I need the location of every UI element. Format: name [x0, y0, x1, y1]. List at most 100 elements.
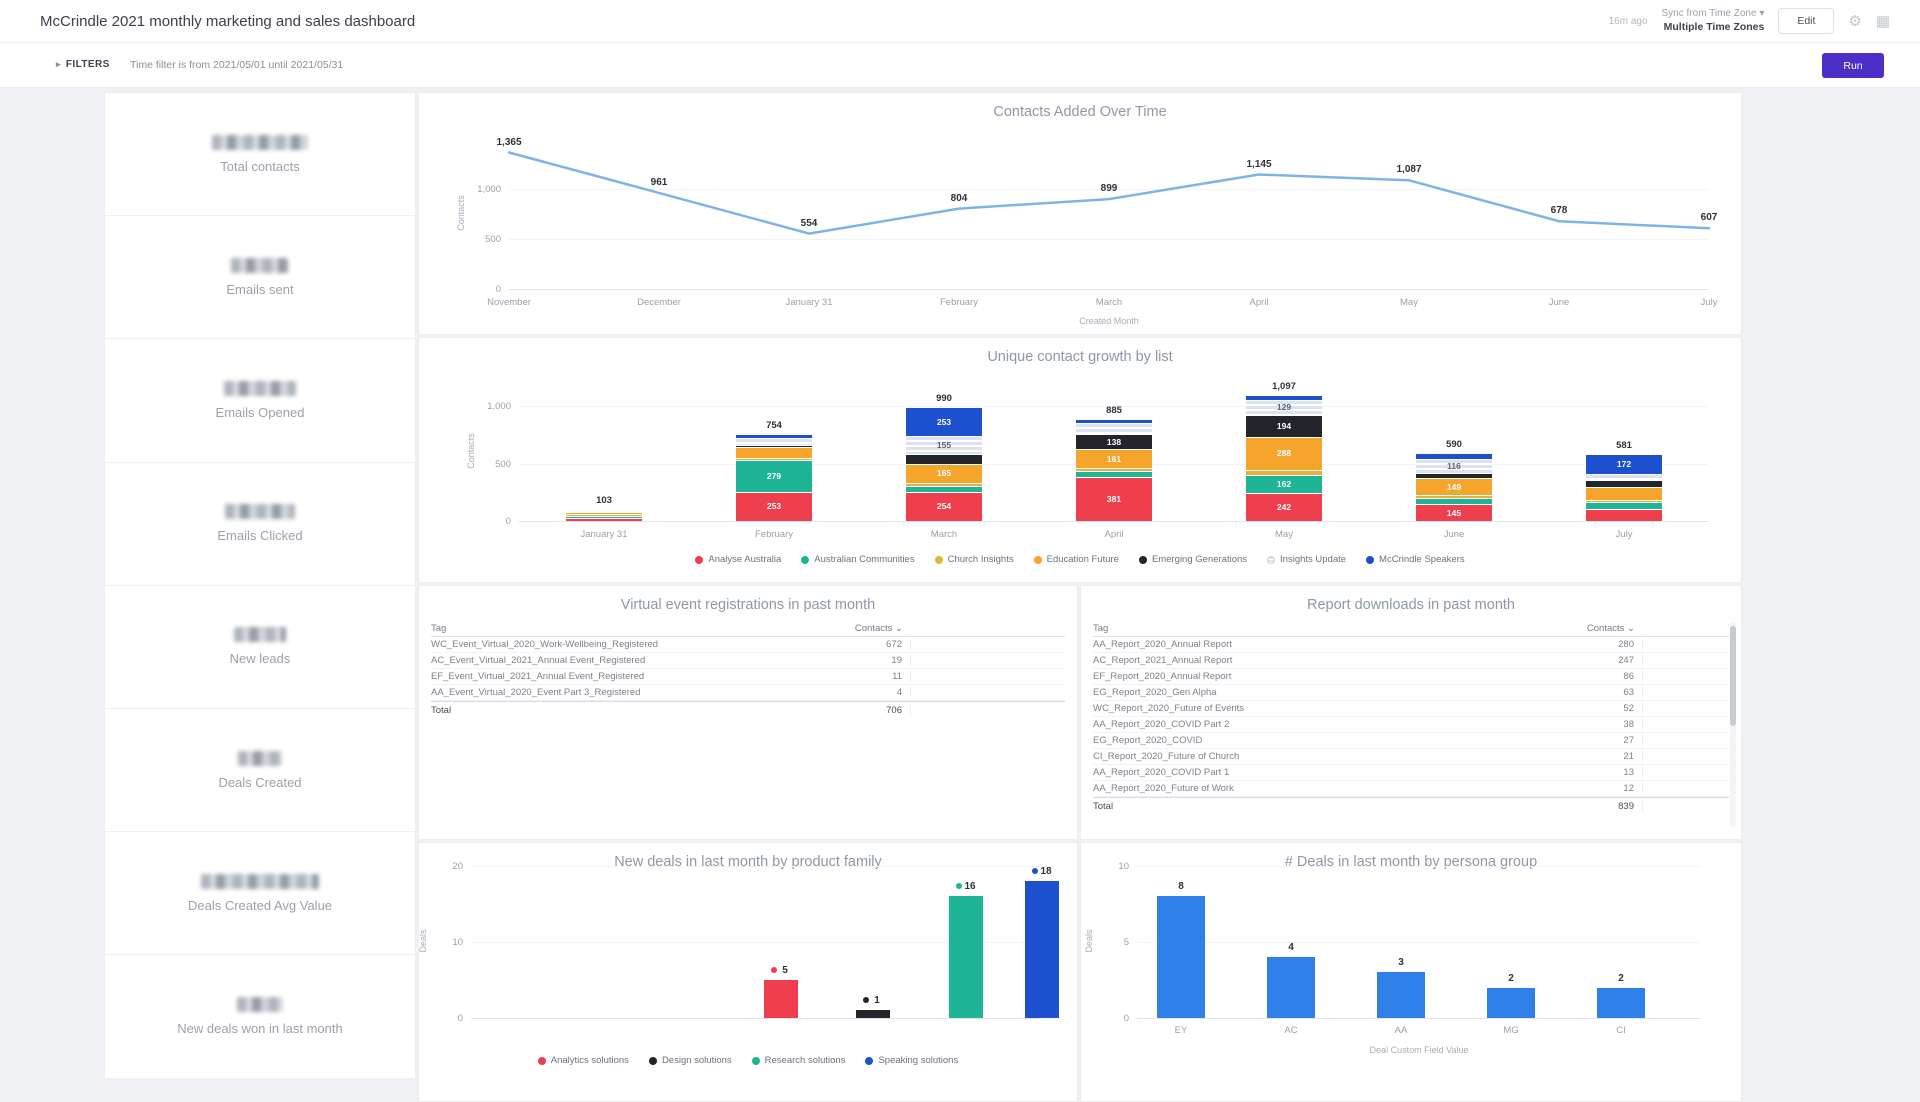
cell-tag: AA_Event_Virtual_2020_Event Part 3_Regis… — [431, 687, 641, 698]
bar-segment-emerging-generations[interactable] — [1416, 472, 1492, 479]
bar-segment-insights-update[interactable] — [736, 437, 812, 445]
bar-segment-australian-communities[interactable] — [906, 486, 982, 492]
gear-icon[interactable]: ⚙ — [1848, 13, 1862, 30]
bar-segment-education-future[interactable]: 288 — [1246, 436, 1322, 470]
bar-segment-church-insights[interactable] — [1586, 499, 1662, 503]
bar-design-solutions[interactable] — [856, 1010, 890, 1018]
edit-button[interactable]: Edit — [1778, 8, 1835, 34]
bar-segment-education-future[interactable] — [566, 512, 642, 515]
legend-item-insights-update[interactable]: Insights Update — [1267, 554, 1346, 565]
bar-analytics-solutions[interactable] — [764, 980, 798, 1018]
bar-segment-analyse-australia[interactable] — [566, 517, 642, 521]
bar-segment-mccrindle-speakers[interactable] — [1246, 394, 1322, 400]
bar-segment-insights-update[interactable]: 129 — [1246, 399, 1322, 415]
bar-segment-australian-communities[interactable] — [1076, 471, 1152, 478]
bar-segment-mccrindle-speakers[interactable]: 253 — [906, 407, 982, 437]
bar-segment-australian-communities[interactable]: 162 — [1246, 474, 1322, 494]
kpi-card-deals-created[interactable]: Deals Created — [105, 709, 415, 833]
legend-item-research-solutions[interactable]: Research solutions — [751, 1055, 845, 1066]
column-header-contacts[interactable]: Contacts ⌄ — [1586, 622, 1635, 634]
scrollbar-thumb[interactable] — [1730, 626, 1736, 726]
bar-segment-education-future[interactable]: 149 — [1416, 478, 1492, 496]
bar-segment-emerging-generations[interactable] — [566, 510, 642, 513]
bar-segment-insights-update[interactable] — [1076, 423, 1152, 434]
legend-item-speaking-solutions[interactable]: Speaking solutions — [865, 1055, 958, 1066]
bar-segment-church-insights[interactable] — [736, 457, 812, 460]
kpi-card-emails-opened[interactable]: Emails Opened — [105, 339, 415, 463]
bar-segment-emerging-generations[interactable]: 138 — [1076, 433, 1152, 450]
x-axis-tick: January 31 — [580, 529, 628, 540]
bar-research-solutions[interactable] — [949, 896, 983, 1018]
bar-segment-australian-communities[interactable] — [1586, 502, 1662, 510]
bar-segment-mccrindle-speakers[interactable]: 172 — [1586, 454, 1662, 474]
legend-item-analyse-australia[interactable]: Analyse Australia — [695, 554, 781, 565]
bar-segment-education-future[interactable] — [736, 446, 812, 458]
bar-segment-analyse-australia[interactable]: 145 — [1416, 504, 1492, 521]
bar-segment-analyse-australia[interactable] — [1586, 509, 1662, 521]
bar-segment-church-insights[interactable] — [1246, 469, 1322, 475]
bar-segment-church-insights[interactable] — [566, 514, 642, 516]
bar-mg[interactable] — [1487, 987, 1535, 1018]
bar-segment-church-insights[interactable] — [1076, 467, 1152, 472]
bar-segment-education-future[interactable]: 165 — [906, 463, 982, 483]
bar-ac[interactable] — [1267, 957, 1315, 1018]
bar-segment-mccrindle-speakers[interactable] — [1416, 453, 1492, 460]
bar-segment-insights-update[interactable] — [1586, 473, 1662, 480]
bar-aa[interactable] — [1377, 972, 1425, 1018]
report-downloads-table: Tag Contacts ⌄ AA_Report_2020_Annual Repor… — [1093, 620, 1729, 815]
bar-segment-insights-update[interactable]: 155 — [906, 436, 982, 455]
kpi-card-total-contacts[interactable]: Total contacts — [105, 93, 415, 217]
legend-item-church-insights[interactable]: Church Insights — [934, 554, 1014, 565]
cell-tag: AA_Report_2020_COVID Part 1 — [1093, 767, 1230, 778]
bar-segment-australian-communities[interactable] — [566, 515, 642, 518]
filters-toggle[interactable]: ▸ FILTERS — [56, 59, 110, 70]
bar-segment-church-insights[interactable] — [906, 482, 982, 487]
data-point-label: 804 — [950, 192, 968, 204]
bar-segment-church-insights[interactable] — [1416, 495, 1492, 499]
timezone-selector[interactable]: Sync from Time Zone ▾ Multiple Time Zone… — [1662, 8, 1765, 34]
bar-value-label: 3 — [1398, 957, 1404, 969]
column-header-tag[interactable]: Tag — [1093, 622, 1109, 634]
table-row: AA_Report_2020_COVID Part 2 38 — [1093, 717, 1729, 733]
bar-speaking-solutions[interactable] — [1025, 881, 1059, 1018]
bar-segment-education-future[interactable] — [1586, 487, 1662, 500]
kpi-card-deals-created-avg-value[interactable]: Deals Created Avg Value — [105, 832, 415, 956]
legend-item-design-solutions[interactable]: Design solutions — [648, 1055, 732, 1066]
column-header-tag[interactable]: Tag — [431, 622, 447, 634]
run-button[interactable]: Run — [1822, 53, 1884, 78]
legend-item-mccrindle-speakers[interactable]: McCrindle Speakers — [1366, 554, 1465, 565]
bar-chart-product-family: 0 10 20 Deals 5 1 16 18 Analytics solutions Desig… — [418, 843, 1077, 1101]
table-row: EG_Report_2020_COVID 27 — [1093, 733, 1729, 749]
legend-item-emerging-generations[interactable]: Emerging Generations — [1138, 554, 1247, 565]
kpi-card-new-leads[interactable]: New leads — [105, 586, 415, 709]
bar-segment-insights-update[interactable]: 116 — [1416, 459, 1492, 473]
cell-contacts: 38 — [1543, 719, 1643, 730]
kpi-card-emails-sent[interactable]: Emails sent — [105, 216, 415, 340]
bar-segment-education-future[interactable]: 161 — [1076, 449, 1152, 468]
bar-segment-emerging-generations[interactable] — [906, 454, 982, 464]
bar-segment-analyse-australia[interactable]: 242 — [1246, 493, 1322, 521]
bar-segment-australian-communities[interactable]: 279 — [736, 459, 812, 492]
bar-segment-emerging-generations[interactable]: 194 — [1246, 414, 1322, 437]
table-header-row: Tag Contacts ⌄ — [431, 620, 1065, 637]
bar-segment-emerging-generations[interactable] — [1586, 479, 1662, 488]
bar-segment-analyse-australia[interactable]: 253 — [736, 491, 812, 521]
grid-menu-icon[interactable]: ▦ — [1875, 13, 1890, 30]
bar-segment-mccrindle-speakers[interactable] — [1076, 419, 1152, 424]
bar-segment-insights-update[interactable] — [566, 509, 642, 511]
bar-segment-australian-communities[interactable] — [1416, 498, 1492, 505]
bar-segment-analyse-australia[interactable]: 254 — [906, 491, 982, 521]
bar-segment-analyse-australia[interactable]: 381 — [1076, 477, 1152, 521]
bar-segment-mccrindle-speakers[interactable] — [566, 509, 642, 511]
legend-item-analytics-solutions[interactable]: Analytics solutions — [537, 1055, 629, 1066]
line-chart-contacts-over-time: 0 500 1,000 Contacts Created Month 1,365 Novem… — [419, 93, 1741, 334]
bar-ey[interactable] — [1157, 896, 1205, 1018]
kpi-card-emails-clicked[interactable]: Emails Clicked — [105, 463, 415, 586]
bar-segment-mccrindle-speakers[interactable] — [736, 434, 812, 438]
kpi-card-new-deals-won-in-last-month[interactable]: New deals won in last month — [105, 955, 415, 1079]
bar-segment-emerging-generations[interactable] — [736, 444, 812, 447]
column-header-contacts[interactable]: Contacts ⌄ — [854, 622, 903, 634]
legend-item-education-future[interactable]: Education Future — [1033, 554, 1119, 565]
bar-ci[interactable] — [1597, 987, 1645, 1018]
legend-item-australian-communities[interactable]: Australian Communities — [801, 554, 915, 565]
